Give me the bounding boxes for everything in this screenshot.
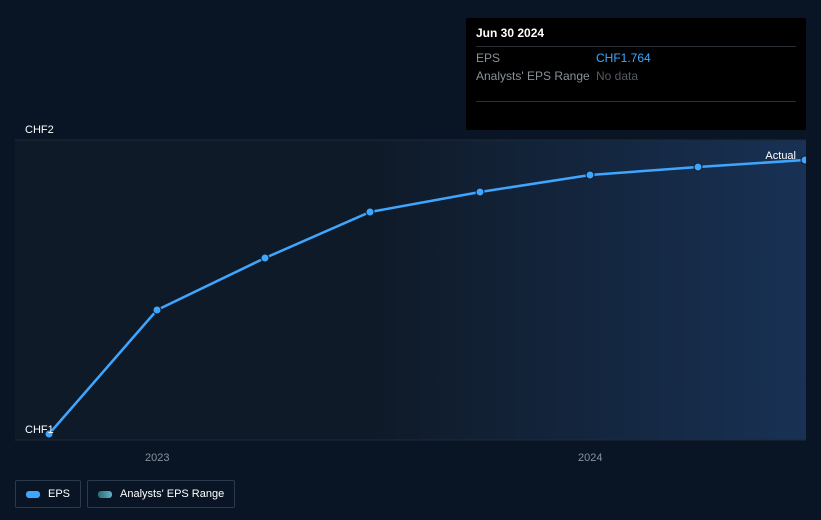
y-axis-label: CHF1 [25,424,54,436]
eps-data-point[interactable] [153,306,161,314]
tooltip-value: No data [596,69,638,83]
x-axis-label: 2023 [145,452,169,464]
legend-label: Analysts' EPS Range [120,488,224,500]
tooltip-row-range: Analysts' EPS Range No data [476,65,796,83]
chart-tooltip: Jun 30 2024 EPS CHF1.764 Analysts' EPS R… [466,18,806,130]
chart-legend: EPS Analysts' EPS Range [15,480,235,508]
legend-swatch [26,491,40,498]
legend-item-analysts-range[interactable]: Analysts' EPS Range [87,480,235,508]
tooltip-value: CHF1.764 [596,51,651,65]
eps-data-point[interactable] [694,163,702,171]
tooltip-footer [476,101,796,102]
eps-data-point[interactable] [801,156,806,164]
eps-data-point[interactable] [476,188,484,196]
eps-data-point[interactable] [261,254,269,262]
tooltip-title: Jun 30 2024 [476,26,796,47]
legend-swatch [98,491,112,498]
tooltip-row-eps: EPS CHF1.764 [476,47,796,65]
actual-label: Actual [765,150,796,162]
tooltip-key: EPS [476,51,596,65]
plot-panel-left [15,140,370,440]
plot-panel-right [370,140,806,440]
legend-item-eps[interactable]: EPS [15,480,81,508]
tooltip-key: Analysts' EPS Range [476,69,596,83]
x-axis-label: 2024 [578,452,602,464]
y-axis-label: CHF2 [25,124,54,136]
eps-data-point[interactable] [586,171,594,179]
legend-label: EPS [48,488,70,500]
eps-data-point[interactable] [366,208,374,216]
